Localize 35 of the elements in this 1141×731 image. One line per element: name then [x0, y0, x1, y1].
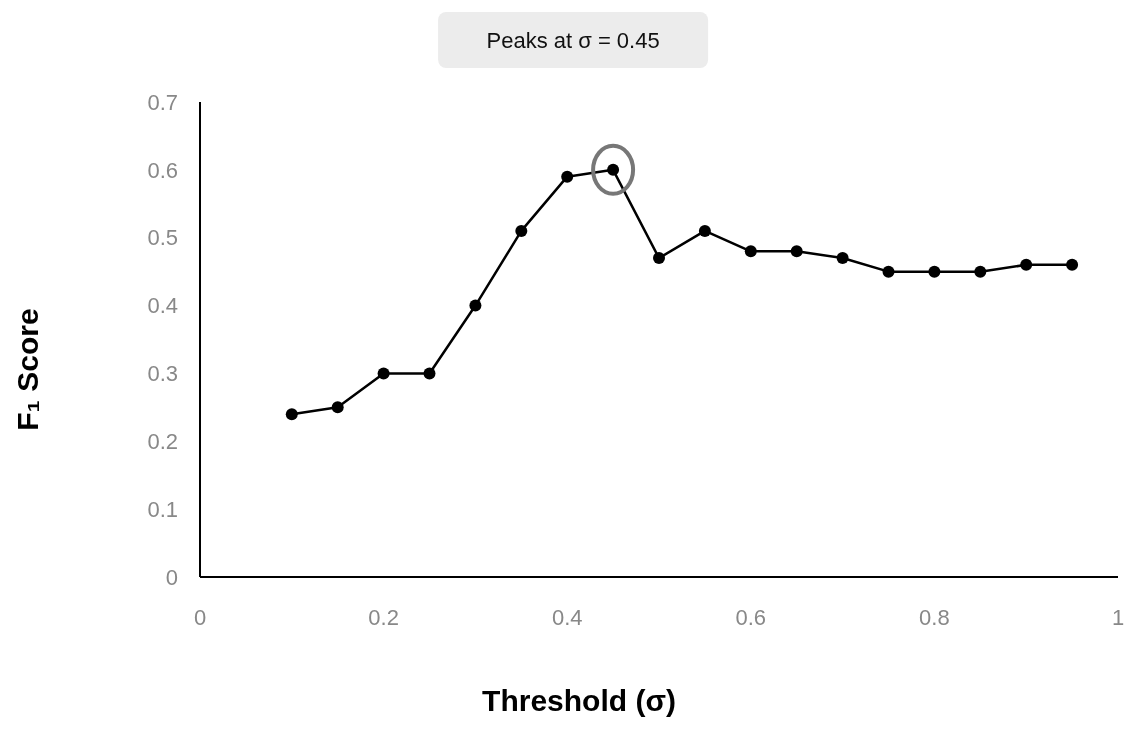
x-tick-label: 1	[1111, 605, 1125, 630]
x-tick-label: 0.6	[735, 605, 767, 630]
point	[331, 401, 344, 414]
point	[515, 224, 528, 237]
point	[561, 170, 574, 183]
y-tick-label: 0.1	[147, 496, 178, 522]
text: Peaks at σ = 0.45	[486, 28, 660, 53]
point	[882, 265, 895, 278]
y-tick-label: 0.7	[147, 89, 178, 115]
x-tick-label: 0.4	[551, 605, 583, 630]
point	[607, 163, 620, 176]
y-tick-label: 0.5	[147, 225, 178, 251]
y-tick-label: 0.3	[147, 361, 178, 387]
point	[1020, 258, 1033, 271]
point	[285, 408, 298, 421]
y-tick-label: 0.4	[147, 293, 178, 319]
point	[744, 245, 757, 258]
y-tick-label: 0.2	[147, 428, 178, 454]
x-tick-label: 0	[193, 605, 207, 630]
x-tick-label: 0.2	[368, 605, 399, 630]
point	[1066, 258, 1079, 271]
x-tick-label: 0.8	[919, 605, 950, 630]
y-tick-label: 0.6	[147, 157, 178, 183]
point	[974, 265, 987, 278]
x-axis-title: Threshold (σ)	[482, 684, 676, 717]
point	[836, 252, 849, 265]
y-tick-label: 0	[165, 564, 178, 590]
point	[423, 367, 436, 380]
point	[653, 252, 665, 265]
point	[469, 299, 482, 312]
point	[790, 245, 803, 258]
point	[928, 265, 941, 278]
point	[698, 224, 711, 237]
point	[377, 367, 390, 380]
y-axis-title: F₁ Score	[11, 308, 44, 431]
